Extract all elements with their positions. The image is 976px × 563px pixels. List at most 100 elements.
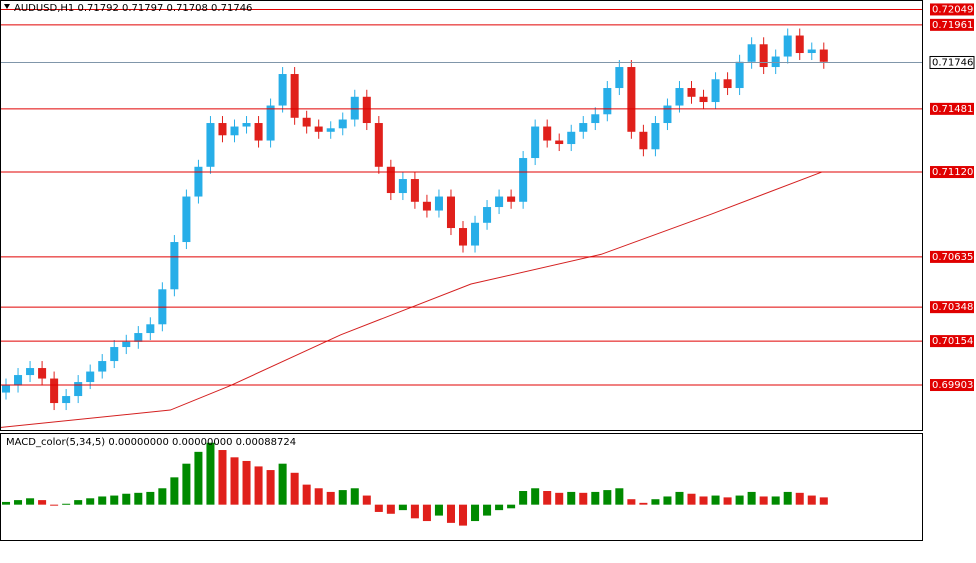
- level-label: 0.70635: [932, 252, 973, 263]
- candle-body: [807, 49, 816, 54]
- macd-bar: [146, 491, 155, 505]
- macd-bar: [434, 504, 443, 516]
- macd-bar: [471, 504, 480, 522]
- macd-bar: [218, 450, 227, 505]
- macd-bar: [519, 491, 528, 505]
- candle-body: [747, 44, 756, 62]
- candle-body: [627, 67, 636, 132]
- macd-bar: [458, 504, 468, 526]
- macd-bar: [122, 493, 131, 505]
- macd-bar: [735, 495, 744, 505]
- candle-body: [519, 158, 528, 202]
- candle-body: [795, 35, 804, 54]
- candle-body: [230, 126, 239, 136]
- candle-body: [651, 123, 660, 150]
- macd-bar: [38, 500, 47, 505]
- candle-body: [663, 105, 672, 124]
- macd-bar: [795, 492, 804, 505]
- candle-body: [687, 88, 696, 97]
- macd-bar: [386, 504, 395, 514]
- macd-bar: [747, 491, 756, 505]
- level-label: 0.71481: [932, 104, 973, 115]
- macd-bar: [206, 442, 215, 505]
- macd-bar: [74, 500, 83, 505]
- candle-body: [242, 123, 251, 127]
- candle-body: [98, 361, 107, 372]
- candle-body: [410, 179, 419, 202]
- main-frame: [0, 0, 923, 431]
- macd-bar: [230, 457, 239, 505]
- macd-bar: [591, 491, 600, 505]
- candle-body: [194, 166, 203, 197]
- candle-body: [675, 88, 684, 106]
- macd-bar: [531, 488, 540, 505]
- macd-bar: [711, 495, 720, 505]
- macd-bar: [194, 451, 203, 505]
- level-label: 0.69903: [932, 380, 973, 391]
- level-label-box: [930, 166, 974, 179]
- macd-bar: [314, 488, 323, 505]
- level-label: 0.71961: [932, 20, 973, 31]
- macd-bar: [338, 490, 347, 505]
- candle-body: [723, 79, 732, 89]
- macd-bar: [170, 477, 179, 505]
- macd-bar: [134, 492, 143, 505]
- candle-body: [290, 74, 299, 118]
- macd-bar: [50, 504, 59, 506]
- candle-body: [711, 79, 720, 103]
- candle-body: [110, 347, 119, 362]
- candle-body: [783, 35, 792, 57]
- level-label: 0.72049: [932, 4, 973, 15]
- candle-body: [735, 61, 744, 89]
- macd-bar: [26, 498, 35, 505]
- macd-bar: [86, 498, 95, 505]
- candle-body: [302, 117, 311, 127]
- level-label-box: [930, 379, 974, 392]
- macd-bar: [2, 501, 11, 505]
- plot: [0, 8, 922, 526]
- macd-bar: [579, 492, 588, 505]
- macd-bar: [771, 496, 780, 505]
- macd-bar: [422, 504, 431, 522]
- candle-body: [206, 123, 215, 167]
- candle-body: [483, 207, 492, 223]
- macd-bar: [62, 503, 71, 505]
- candle-body: [146, 324, 155, 334]
- macd-bar: [699, 496, 708, 505]
- macd-bar: [495, 504, 504, 511]
- candle-body: [398, 179, 407, 194]
- candle-body: [591, 114, 600, 124]
- axes: 0.72049 0.71961 0.71481 0.71120 0.70635 0.703…: [929, 3, 975, 392]
- macd-bar: [759, 496, 768, 505]
- macd-bar: [543, 491, 552, 505]
- macd-bar: [567, 491, 576, 505]
- candle-body: [134, 333, 143, 342]
- candle-body: [362, 96, 371, 124]
- macd-bar: [675, 491, 684, 505]
- macd-bar: [639, 502, 648, 505]
- candle-body: [386, 166, 395, 194]
- macd-bar: [627, 499, 636, 505]
- macd-title: MACD_color(5,34,5) 0.00000000 0.00000000…: [6, 437, 296, 448]
- candle-body: [639, 131, 648, 150]
- macd-bar: [783, 491, 792, 505]
- level-label: 0.71120: [932, 167, 973, 178]
- macd-bar: [555, 492, 564, 505]
- candle-body: [14, 375, 23, 386]
- level-label: 0.70154: [932, 336, 973, 347]
- macd-bar: [398, 504, 407, 511]
- macd-bar: [302, 484, 311, 505]
- candle-body: [495, 196, 504, 208]
- candle-body: [338, 119, 347, 129]
- macd-bar: [362, 495, 371, 505]
- level-label: 0.70348: [932, 302, 973, 313]
- macd-bar: [603, 490, 612, 505]
- macd-bar: [110, 495, 119, 505]
- chart-title: AUDUSD,H1 0.71792 0.71797 0.71708 0.7174…: [14, 3, 252, 14]
- candle-body: [314, 126, 323, 132]
- macd-bar: [326, 491, 335, 505]
- candle-body: [543, 126, 552, 141]
- menu-arrow[interactable]: [4, 4, 10, 9]
- candle-body: [2, 385, 11, 393]
